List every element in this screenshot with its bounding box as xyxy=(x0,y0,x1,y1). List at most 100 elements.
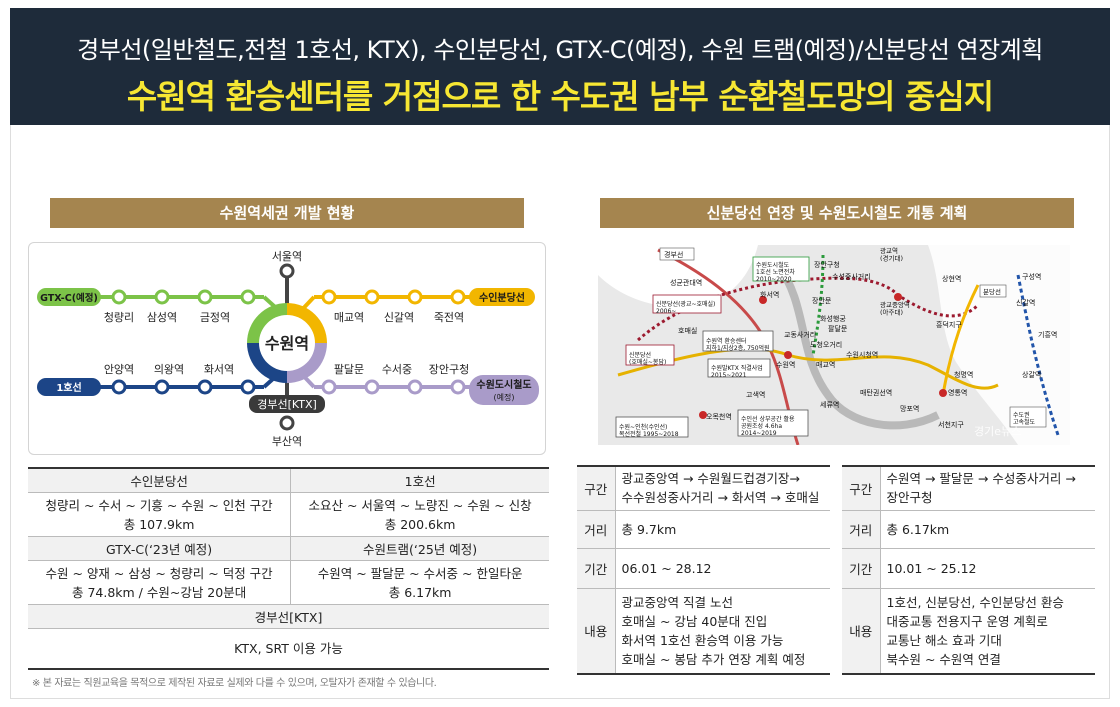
line1-cell: 소요산 ~ 서울역 ~ 노량진 ~ 수원 ~ 신창 총 200.6km xyxy=(290,492,549,537)
map-station-yeongtong xyxy=(939,389,947,397)
tp-val-period: 10.01 ~ 25.12 xyxy=(880,548,1095,589)
map-station-15: 매탄권선역 xyxy=(860,388,892,397)
line1-route: 소요산 ~ 서울역 ~ 노량진 ~ 수원 ~ 신창 xyxy=(308,497,532,513)
gyeongbu-badge-label: 경부선[KTX] xyxy=(257,398,317,411)
map-box-suin-line-label: 수원~인천(수인선) 복선전철 1995~2018 xyxy=(619,423,679,438)
map-box-bundang-label: 분당선 xyxy=(983,287,1001,296)
map-station-26: 호매실 xyxy=(678,326,697,335)
sb-key-distance: 거리 xyxy=(577,510,616,549)
map-station-19: 상갈역 xyxy=(1022,370,1041,379)
gtx-station-dot-2 xyxy=(154,289,170,305)
map-station-1: 화서역 xyxy=(760,290,779,299)
line-diagram: 수원역 서울역 부산역 경부선[KTX] GTX-C(예정) 청량리 삼성역 금… xyxy=(28,242,546,455)
suin-cell: 청량리 ~ 수서 ~ 기흥 ~ 수원 ~ 인천 구간 총 107.9km xyxy=(28,492,292,537)
map-station-12: 세류역 xyxy=(820,400,839,409)
map-box-transfer-center-label: 수원역 환승센터 지하1/지상2층, 750억원 xyxy=(706,337,770,352)
map-box-highspeed-label: 수도권 고속철도 xyxy=(1013,411,1036,426)
gtx-station-label-1: 청량리 xyxy=(104,311,134,324)
gtx-header: GTX-C(‘23년 예정) xyxy=(28,536,292,561)
map-station-14: 오목천역 xyxy=(706,412,732,421)
line1-badge-label: 1호선 xyxy=(56,381,81,394)
map-station-7: 교동사거리 xyxy=(784,330,816,339)
tp-content-2: 대중교통 전용지구 운영 계획로 xyxy=(886,613,1048,629)
map-line-suin xyxy=(617,347,999,390)
map-box-highspeed xyxy=(1009,406,1047,428)
line1-badge xyxy=(37,378,101,396)
suin-route: 청량리 ~ 수서 ~ 기흥 ~ 수원 ~ 인천 구간 xyxy=(45,497,273,513)
sb-key-section: 구간 xyxy=(577,466,616,511)
map-watermark: 경기e뉴스 xyxy=(974,425,1021,438)
gtx-route: 수원 ~ 양재 ~ 삼성 ~ 청량리 ~ 덕정 구간 xyxy=(45,565,273,581)
line1-station-dot-2 xyxy=(154,379,170,395)
map-road xyxy=(774,262,940,430)
line1-station-dot-3 xyxy=(197,379,213,395)
gtx-station-dot-4 xyxy=(240,289,256,305)
tram-station-dot-4 xyxy=(450,379,466,395)
gtx-station-dot-3 xyxy=(197,289,213,305)
station-top-dot xyxy=(279,263,295,279)
content-frame xyxy=(10,125,1110,699)
tp-content-3: 교통난 해소 효과 기대 xyxy=(886,632,1002,648)
tram-cell: 수원역 ~ 팔달문 ~ 수서중 ~ 한일타운 총 6.17km xyxy=(290,560,549,605)
map-box-tram xyxy=(752,256,810,282)
map-station-hwaseo xyxy=(759,296,767,304)
suin-header: 수인분당선 xyxy=(28,468,292,493)
map-station-10: 매교역 xyxy=(816,360,835,369)
tp-val-section: 수원역 → 팔달문 → 수성중사거리 → 장안구청 xyxy=(880,466,1095,511)
map-station-22: 신갈역 xyxy=(1016,298,1035,307)
map-box-park xyxy=(737,409,809,437)
map-station-23: 상현역 xyxy=(942,274,961,283)
map-station-16: 망포역 xyxy=(900,404,919,413)
sb-val-content: 광교중앙역 직결 노선 호매실 ~ 강남 40분대 진입 화서역 1호선 환승역… xyxy=(615,588,830,674)
gyeongbu-body: KTX, SRT 이용 가능 xyxy=(28,628,549,669)
tram-station-dot-2 xyxy=(364,379,380,395)
map-box-gwanggyo-central: 광교중앙역 (아주대) xyxy=(880,300,910,316)
tram-station-label-3: 장안구청 xyxy=(429,363,469,376)
sb-content-2: 호매실 ~ 강남 40분대 진입 xyxy=(621,613,768,629)
map-station-25: 서천지구 xyxy=(938,420,964,429)
suin-station-dot-4 xyxy=(450,289,466,305)
map-station-9: 수원역 xyxy=(776,360,795,369)
center-station-label: 수원역 xyxy=(265,334,309,353)
line1-station-dot-1 xyxy=(111,379,127,395)
tp-section-line1: 수원역 → 팔달문 → 수성중사거리 → xyxy=(886,471,1076,487)
line1-header: 1호선 xyxy=(290,468,549,493)
sb-content-4: 호매실 ~ 봉담 추가 연장 계획 예정 xyxy=(621,651,806,667)
tram-length: 총 6.17km xyxy=(388,584,452,600)
header-title: 수원역 환승센터를 거점으로 한 수도권 남부 순환철도망의 중심지 xyxy=(126,77,994,116)
map-box-ktx-label: 수원발KTX 직결사업 2015~2021 xyxy=(711,364,763,379)
tp-content-1: 1호선, 신분당선, 수인분당선 환승 xyxy=(886,594,1064,610)
gtx-length: 총 74.8km / 수원~강남 20분대 xyxy=(71,584,247,600)
gtx-badge xyxy=(37,288,101,306)
sb-section-line1: 광교중앙역 → 수원월드컵경기장→ xyxy=(621,471,800,487)
map-station-17: 영통역 xyxy=(948,388,967,397)
map-station-8: 도청오거리 xyxy=(810,340,842,349)
sb-key-period: 기간 xyxy=(577,548,616,589)
footnote: ※ 본 자료는 직원교육을 목적으로 제작된 자료로 실제와 다를 수 있으며,… xyxy=(32,678,437,689)
tram-station-dot-1 xyxy=(321,379,337,395)
map-box-bongdam xyxy=(625,344,675,366)
tp-key-section: 구간 xyxy=(842,466,881,511)
map-box-suin-line xyxy=(615,416,689,438)
map-station-20: 기흥역 xyxy=(1038,330,1057,339)
sb-val-period: 06.01 ~ 28.12 xyxy=(615,548,830,589)
map-station-21: 구성역 xyxy=(1022,272,1041,281)
tram-badge-sub: (예정) xyxy=(494,392,515,402)
tram-header: 수원트램(‘25년 예정) xyxy=(290,536,549,561)
left-line-table: 수인분당선 1호선 청량리 ~ 수서 ~ 기흥 ~ 수원 ~ 인천 구간 총 1… xyxy=(28,467,549,670)
suin-badge xyxy=(469,288,535,306)
tp-val-content: 1호선, 신분당선, 수인분당선 환승 대중교통 전용지구 운영 계획로 교통난… xyxy=(880,588,1095,674)
map-station-2: 장안문 xyxy=(812,296,832,305)
tram-station-label-2: 수서중 xyxy=(382,363,412,376)
line1-station-label-1: 안양역 xyxy=(104,363,134,376)
ring-center xyxy=(259,315,315,371)
map-station-24: 흥덕지구 xyxy=(936,320,962,329)
gtx-station-label-2: 삼성역 xyxy=(147,311,177,324)
map-station-13: 고색역 xyxy=(746,390,765,399)
right-panel-title: 신분당선 연장 및 수원도시철도 개통 계획 xyxy=(600,198,1074,228)
map-box-transfer-center xyxy=(702,330,774,352)
sb-section-line2: 수수원성중사거리 → 화서역 → 호매실 xyxy=(621,490,820,506)
map-station-6: 팔달문 xyxy=(828,324,848,333)
left-panel-title: 수원역세권 개발 현황 xyxy=(50,198,524,228)
tp-key-content: 내용 xyxy=(842,588,881,674)
